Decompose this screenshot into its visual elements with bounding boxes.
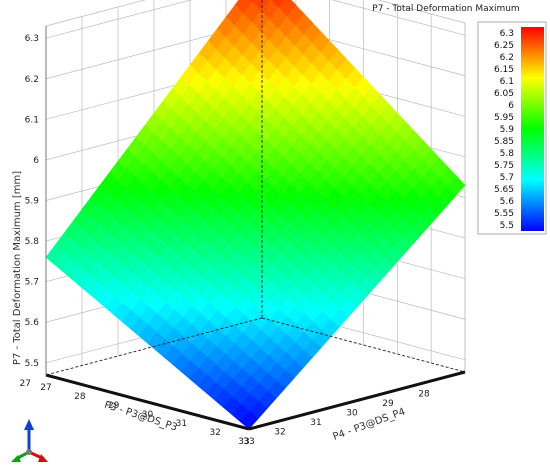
- legend-tick-label: 6.2: [500, 53, 514, 63]
- hidden-edge: [45, 317, 263, 376]
- y-tick-label: 33: [243, 437, 254, 447]
- legend-tick-label: 6.05: [494, 89, 514, 99]
- y-tick-label: 31: [176, 419, 187, 429]
- legend-tick-label: 6.3: [500, 29, 514, 39]
- legend-tick-label: 5.65: [494, 185, 514, 195]
- axis-triad-icon: [11, 419, 48, 462]
- z-tick-label: 6: [33, 156, 39, 166]
- legend-tick-label: 5.9: [500, 125, 515, 135]
- z-tick-label: 5.9: [25, 197, 40, 207]
- legend-tick-label: 5.8: [500, 149, 515, 159]
- legend-tick-label: 6.1: [500, 77, 514, 87]
- x-tick-label: 28: [418, 390, 430, 400]
- y-tick-label: 27: [40, 383, 51, 393]
- response-surface[interactable]: [45, 0, 466, 430]
- hidden-edge-lines: [45, 0, 466, 376]
- y-tick-label: 28: [74, 392, 86, 402]
- legend-tick-label: 5.75: [494, 161, 514, 171]
- legend-tick-label: 5.55: [494, 209, 514, 219]
- y-tick-label: 29: [108, 401, 120, 411]
- legend-tick-label: 6.15: [494, 65, 514, 75]
- z-tick-label: 6.1: [25, 115, 39, 125]
- z-tick-label: 5.5: [25, 359, 39, 369]
- z-tick-label: 6.3: [25, 34, 39, 44]
- x-tick-label: 29: [382, 399, 394, 409]
- legend-tick-label: 5.5: [500, 221, 514, 231]
- x-tick-label: 30: [346, 409, 358, 419]
- legend-tick-label: 5.95: [494, 113, 514, 123]
- z-tick-label: 5.7: [25, 278, 39, 288]
- wall-edge: [45, 0, 146, 27]
- legend-tick-label: 5.7: [500, 173, 514, 183]
- legend-tick-label: 6: [508, 101, 514, 111]
- legend-tick-label: 6.25: [494, 41, 514, 51]
- legend-tick-label: 5.85: [494, 137, 514, 147]
- y-tick-label: 32: [209, 428, 220, 438]
- colorbar-legend: P7 - Total Deformation Maximum 6.3 6.25 6.…: [372, 4, 547, 235]
- x-tick-label: 33: [238, 437, 249, 447]
- x-tick-label: 27: [20, 379, 31, 389]
- colorbar-gradient: [521, 27, 544, 231]
- hidden-edge: [261, 317, 466, 373]
- tick-labels: 5.5 5.6 5.7 5.8 5.9 6 6.1 6.2 6.3 27 28 29 30 31 32 33 2…: [20, 34, 430, 447]
- x-tick-label: 31: [310, 418, 321, 428]
- z-tick-label: 6.2: [25, 75, 39, 85]
- x-tick-label: 32: [274, 428, 285, 438]
- axes: [45, 26, 466, 431]
- z-axis-title: P7 - Total Deformation Maximum [mm]: [12, 171, 23, 365]
- colorbar-ticks: 6.36.256.26.156.16.0565.955.95.855.85.75…: [494, 29, 514, 231]
- x-axis-line: [248, 370, 466, 431]
- z-tick-label: 5.6: [25, 318, 40, 328]
- y-tick-label: 30: [142, 410, 154, 420]
- legend-tick-label: 5.6: [500, 197, 515, 207]
- y-axis-title: P4 - P3@DS_P4: [331, 406, 406, 442]
- legend-title: P7 - Total Deformation Maximum: [372, 4, 519, 14]
- z-tick-label: 5.8: [25, 237, 40, 247]
- x-axis-title: P3 - P3@DS_P3: [103, 400, 179, 434]
- wall-edge: [377, 0, 466, 24]
- y-axis-line: [45, 373, 250, 431]
